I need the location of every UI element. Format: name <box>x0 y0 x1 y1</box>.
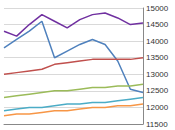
svg-text:14500: 14500 <box>146 20 169 29</box>
svg-text:15000: 15000 <box>146 4 169 13</box>
svg-text:13500: 13500 <box>146 53 169 62</box>
svg-text:12000: 12000 <box>146 103 169 112</box>
svg-text:14000: 14000 <box>146 37 169 46</box>
svg-text:12500: 12500 <box>146 86 169 95</box>
svg-text:13000: 13000 <box>146 70 169 79</box>
svg-text:11500: 11500 <box>146 120 168 129</box>
